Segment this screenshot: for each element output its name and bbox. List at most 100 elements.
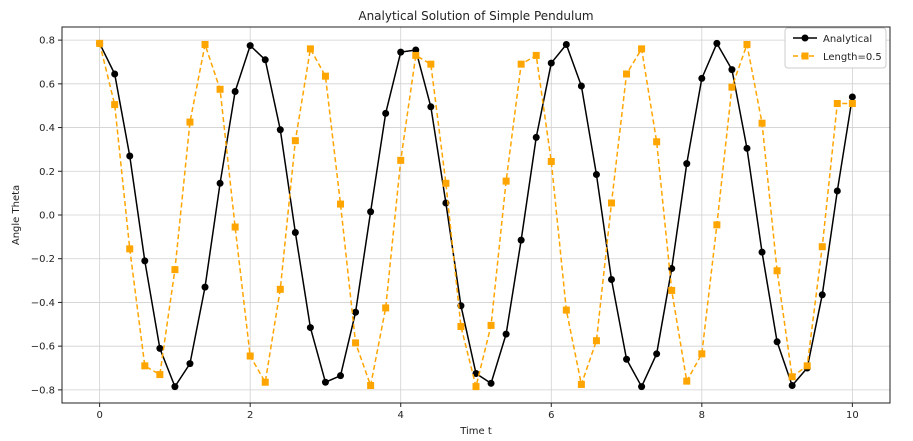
- data-point-length-0-5: [457, 322, 465, 330]
- data-point-length-0-5: [683, 377, 691, 385]
- data-point-length-0-5: [713, 221, 721, 229]
- data-point-length-0-5: [502, 177, 510, 185]
- data-point-length-0-5: [291, 137, 299, 145]
- data-point-analytical: [562, 40, 570, 48]
- data-point-analytical: [201, 283, 209, 291]
- data-point-length-0-5: [382, 304, 390, 312]
- y-tick-label: 0.0: [39, 211, 55, 222]
- x-tick-label: 8: [699, 410, 705, 421]
- data-point-analytical: [818, 291, 826, 299]
- data-point-length-0-5: [728, 83, 736, 91]
- data-point-analytical: [728, 66, 736, 74]
- data-point-analytical: [607, 275, 615, 283]
- data-point-length-0-5: [231, 223, 239, 231]
- data-point-length-0-5: [216, 85, 224, 93]
- data-point-length-0-5: [352, 339, 360, 347]
- data-point-analytical: [577, 82, 585, 90]
- legend-label-analytical: Analytical: [823, 34, 872, 45]
- data-point-analytical: [291, 228, 299, 236]
- data-point-length-0-5: [698, 350, 706, 358]
- x-tick-label: 4: [398, 410, 404, 421]
- data-point-length-0-5: [246, 352, 254, 360]
- data-point-length-0-5: [653, 138, 661, 146]
- data-point-length-0-5: [758, 119, 766, 127]
- data-point-length-0-5: [96, 39, 104, 47]
- data-point-length-0-5: [321, 72, 329, 80]
- data-point-analytical: [141, 257, 149, 265]
- data-point-length-0-5: [367, 382, 375, 390]
- x-tick-label: 6: [548, 410, 554, 421]
- data-point-length-0-5: [261, 378, 269, 386]
- x-axis-label: Time t: [459, 426, 492, 437]
- data-point-length-0-5: [427, 60, 435, 68]
- data-point-length-0-5: [577, 380, 585, 388]
- data-point-analytical: [231, 87, 239, 95]
- data-point-length-0-5: [306, 45, 314, 53]
- y-tick-label: 0.6: [39, 79, 55, 90]
- data-point-length-0-5: [517, 60, 525, 68]
- data-point-analytical: [653, 350, 661, 358]
- data-point-analytical: [788, 382, 796, 390]
- data-point-analytical: [472, 369, 480, 377]
- data-point-analytical: [186, 360, 194, 368]
- data-point-length-0-5: [803, 362, 811, 370]
- data-point-analytical: [623, 355, 631, 363]
- y-axis-label: Angle Theta: [11, 185, 22, 245]
- y-tick-label: 0.2: [39, 167, 55, 178]
- data-point-analytical: [592, 171, 600, 179]
- data-point-analytical: [848, 93, 856, 101]
- data-point-analytical: [773, 338, 781, 346]
- chart-title: Analytical Solution of Simple Pendulum: [358, 9, 593, 23]
- y-tick-label: −0.8: [31, 385, 55, 396]
- data-point-analytical: [216, 179, 224, 187]
- data-point-analytical: [397, 48, 405, 56]
- data-point-length-0-5: [201, 40, 209, 48]
- x-tick-label: 0: [96, 410, 102, 421]
- data-point-analytical: [126, 152, 134, 160]
- data-point-analytical: [276, 126, 284, 134]
- y-tick-label: 0.4: [39, 123, 55, 134]
- data-point-analytical: [547, 59, 555, 67]
- data-point-analytical: [261, 56, 269, 64]
- data-point-analytical: [743, 144, 751, 152]
- data-point-length-0-5: [337, 200, 345, 208]
- data-point-analytical: [337, 372, 345, 380]
- data-point-length-0-5: [276, 285, 284, 293]
- data-point-length-0-5: [562, 306, 570, 314]
- data-point-analytical: [367, 208, 375, 216]
- data-point-length-0-5: [592, 337, 600, 345]
- data-point-analytical: [487, 379, 495, 387]
- data-point-analytical: [683, 160, 691, 168]
- data-point-analytical: [698, 74, 706, 82]
- data-point-analytical: [171, 383, 179, 391]
- y-tick-label: 0.8: [39, 36, 55, 47]
- data-point-analytical: [111, 70, 119, 78]
- legend-swatch-marker-length: [801, 52, 809, 60]
- data-point-analytical: [382, 109, 390, 117]
- legend-swatch-marker-analytical: [801, 34, 809, 42]
- data-point-analytical: [713, 39, 721, 47]
- data-point-analytical: [833, 187, 841, 195]
- series-layer: [96, 39, 856, 391]
- data-point-length-0-5: [442, 179, 450, 187]
- data-point-analytical: [306, 324, 314, 332]
- series-length-0-5: [96, 39, 856, 391]
- axis-ticks: 0 2 4 6 8 10 −0.8 −0.6 −0.4 −0.2 0.0 0.2 0.4 0.6 0.8: [31, 36, 859, 421]
- data-point-length-0-5: [743, 40, 751, 48]
- data-point-length-0-5: [607, 199, 615, 207]
- grid: [62, 27, 890, 403]
- data-point-length-0-5: [412, 51, 420, 59]
- data-point-length-0-5: [623, 70, 631, 78]
- data-point-analytical: [758, 248, 766, 256]
- data-point-length-0-5: [638, 45, 646, 53]
- y-tick-label: −0.4: [31, 298, 55, 309]
- data-point-length-0-5: [848, 100, 856, 108]
- y-tick-label: −0.6: [31, 342, 55, 353]
- data-point-analytical: [156, 344, 164, 352]
- data-point-length-0-5: [788, 373, 796, 381]
- data-point-length-0-5: [547, 157, 555, 165]
- x-tick-label: 2: [247, 410, 253, 421]
- data-point-analytical: [427, 103, 435, 111]
- data-point-length-0-5: [668, 286, 676, 294]
